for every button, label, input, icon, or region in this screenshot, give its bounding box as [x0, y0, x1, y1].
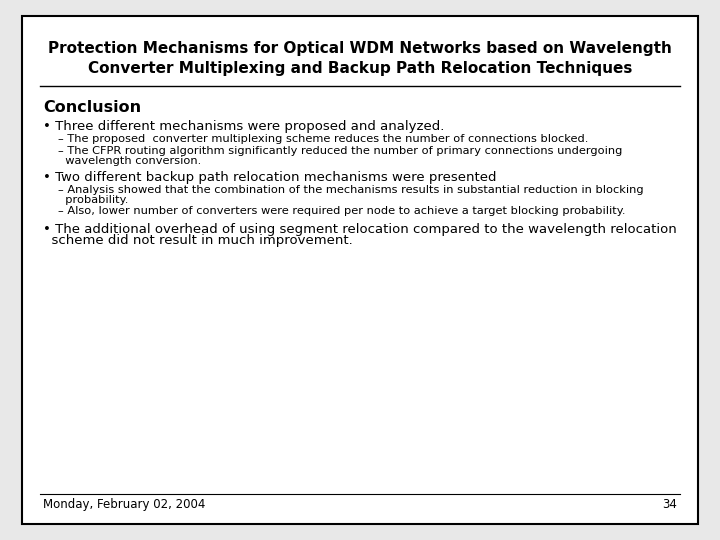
Text: scheme did not result in much improvement.: scheme did not result in much improvemen…	[43, 234, 353, 247]
Text: – The proposed  converter multiplexing scheme reduces the number of connections : – The proposed converter multiplexing sc…	[58, 134, 588, 144]
Text: – The CFPR routing algorithm significantly reduced the number of primary connect: – The CFPR routing algorithm significant…	[58, 146, 622, 156]
Text: probability.: probability.	[58, 195, 128, 205]
Text: – Analysis showed that the combination of the mechanisms results in substantial : – Analysis showed that the combination o…	[58, 185, 643, 195]
Text: Conclusion: Conclusion	[43, 100, 141, 115]
Text: 34: 34	[662, 498, 677, 511]
Text: Protection Mechanisms for Optical WDM Networks based on Wavelength
Converter Mul: Protection Mechanisms for Optical WDM Ne…	[48, 40, 672, 76]
Text: • Two different backup path relocation mechanisms were presented: • Two different backup path relocation m…	[43, 171, 497, 184]
Text: • The additional overhead of using segment relocation compared to the wavelength: • The additional overhead of using segme…	[43, 223, 677, 236]
Text: Monday, February 02, 2004: Monday, February 02, 2004	[43, 498, 206, 511]
Text: – Also, lower number of converters were required per node to achieve a target bl: – Also, lower number of converters were …	[58, 206, 625, 217]
Text: wavelength conversion.: wavelength conversion.	[58, 156, 201, 166]
Text: • Three different mechanisms were proposed and analyzed.: • Three different mechanisms were propos…	[43, 120, 444, 133]
